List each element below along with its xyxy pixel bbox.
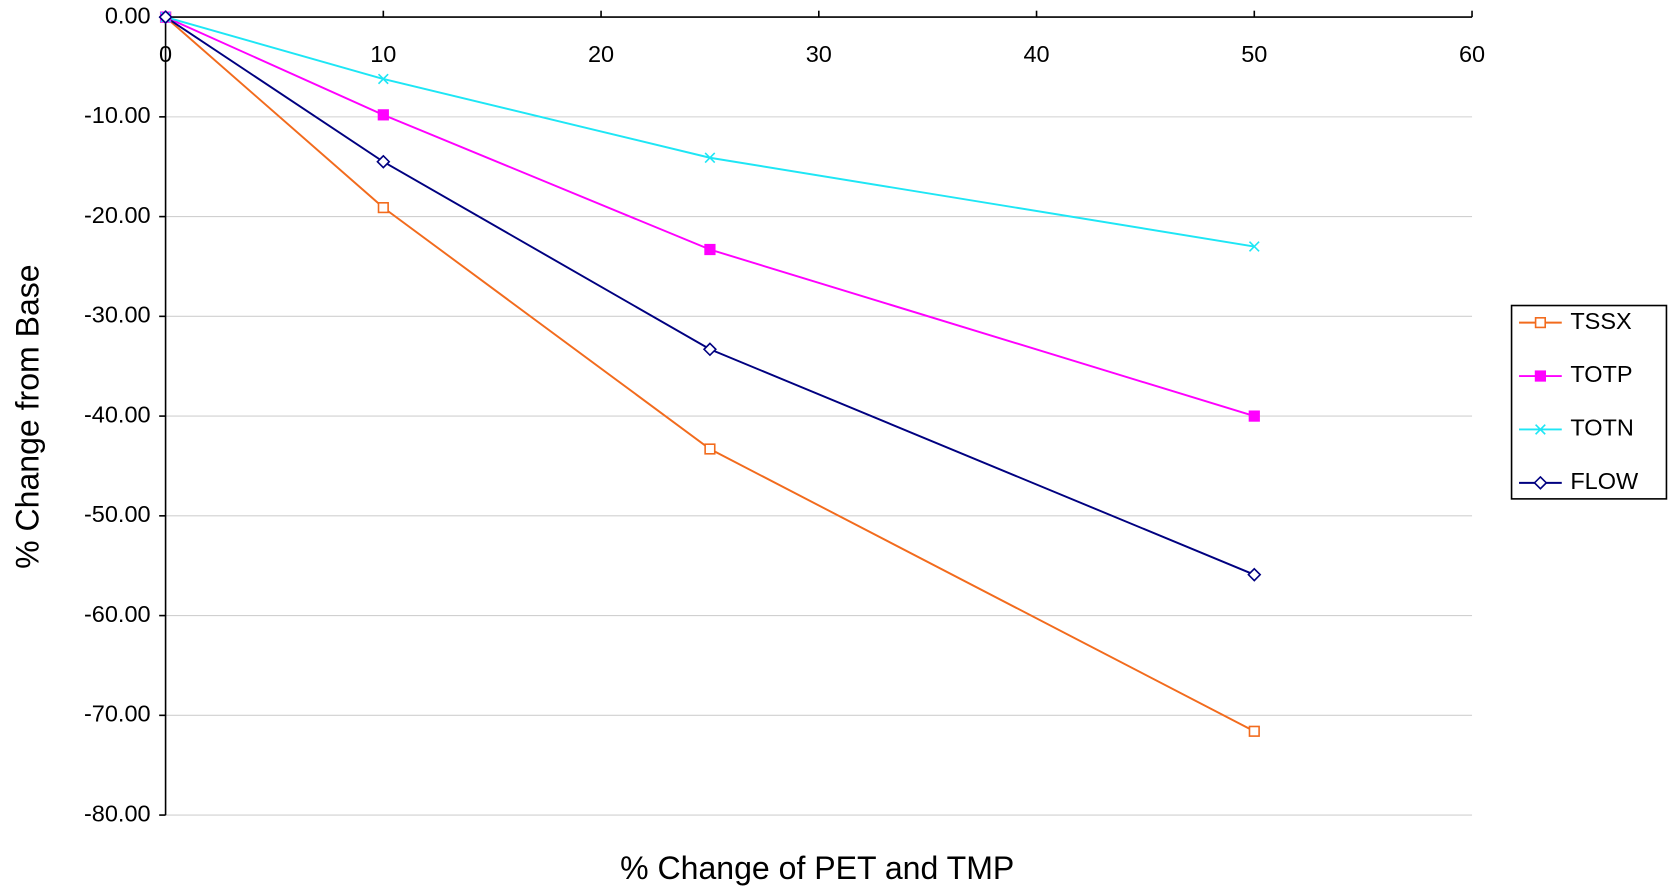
legend-box [1510,304,1668,500]
y-tick-label: -70.00 [84,701,151,727]
y-tick-label: -80.00 [84,800,151,826]
data-point [1248,725,1260,737]
data-point [376,154,391,169]
legend-label: TSSX [1570,308,1632,334]
y-tick-label: -40.00 [84,401,151,427]
legend-marker [1534,370,1547,382]
x-tick-label: 20 [588,41,614,67]
x-tick-label: 50 [1241,41,1267,67]
data-point [377,109,389,121]
y-axis-title: % Change from Base [9,264,45,568]
y-tick-label: -10.00 [84,102,151,128]
series-line [165,16,1255,418]
legend-marker [1533,475,1548,490]
y-tick-label: 0.00 [105,2,151,28]
x-tick-label: 60 [1459,41,1485,67]
legend-label: FLOW [1570,468,1639,494]
legend-label: TOTP [1570,361,1632,387]
data-point [158,10,173,25]
x-axis-title: % Change of PET and TMP [620,850,1014,886]
legend-marker [1535,424,1546,435]
x-tick-label: 30 [806,41,832,67]
legend-label: TOTN [1570,415,1634,441]
x-tick-label: 40 [1023,41,1049,67]
y-tick-label: -60.00 [84,601,151,627]
x-tick-label: 10 [370,41,396,67]
series-line [164,16,1255,733]
data-point [1248,241,1260,252]
data-point [704,443,716,455]
series-line [165,16,1255,576]
y-tick-label: -50.00 [84,501,151,527]
data-point [377,202,389,214]
x-tick-label: 0 [159,41,172,67]
y-tick-label: -20.00 [84,202,151,228]
data-point [1247,567,1262,582]
data-point [704,152,716,164]
data-point [702,342,717,357]
y-tick-label: -30.00 [84,302,151,328]
data-point [377,73,389,85]
data-point [1248,410,1260,422]
series-line [165,16,1255,248]
legend-marker [1534,317,1547,329]
data-point [704,243,716,256]
